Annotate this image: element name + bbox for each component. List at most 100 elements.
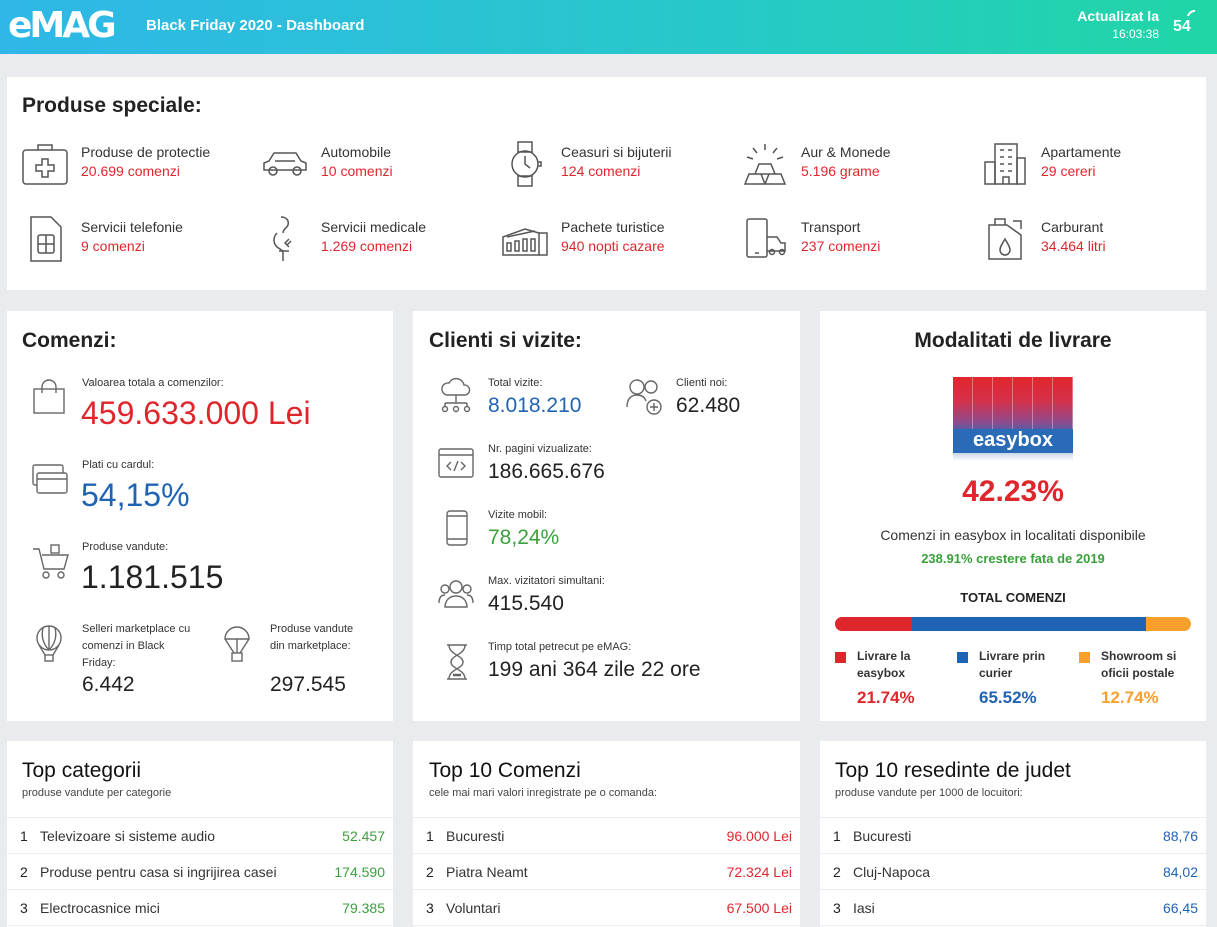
table-row[interactable]: 2 Produse pentru casa si ingrijirea casei… bbox=[7, 854, 393, 890]
special-item-transport[interactable]: Transport 237 comenzi bbox=[741, 215, 971, 265]
special-item-automobile[interactable]: Automobile 10 comenzi bbox=[261, 140, 491, 190]
updated-time: 16:03:38 bbox=[1112, 27, 1159, 41]
row-index: 2 bbox=[833, 864, 841, 880]
refresh-counter: 54 bbox=[1169, 8, 1205, 46]
special-item-name: Servicii medicale bbox=[321, 219, 427, 235]
table-row[interactable]: 3 Iasi 66,45 bbox=[820, 890, 1206, 926]
row-value: 96.000 Lei bbox=[726, 828, 792, 844]
legend-courier-swatch bbox=[957, 652, 968, 663]
total-visits-value: 8.018.210 bbox=[488, 394, 582, 417]
table-row[interactable]: 3 Electrocasnice mici 79.385 bbox=[7, 890, 393, 926]
time-spent-label: Timp total petrecut pe eMAG: bbox=[488, 641, 632, 653]
special-item-value: 29 cereri bbox=[1041, 163, 1096, 179]
shopping-cart-icon bbox=[33, 544, 69, 579]
special-item-turistice[interactable]: Pachete turistice 940 nopti cazare bbox=[501, 215, 731, 265]
total-visits-label: Total vizite: bbox=[488, 377, 543, 389]
special-item-carburant[interactable]: Carburant 34.464 litri bbox=[981, 215, 1211, 265]
top-orders-title: Top 10 Comenzi bbox=[429, 759, 581, 782]
emag-logo[interactable]: eMAG bbox=[8, 5, 117, 46]
row-name: Bucuresti bbox=[446, 828, 505, 844]
special-item-value: 10 comenzi bbox=[321, 163, 393, 179]
delivery-share-bar bbox=[835, 617, 1191, 631]
browser-code-icon bbox=[438, 448, 474, 478]
marketplace-products-value: 297.545 bbox=[270, 673, 346, 696]
special-item-name: Apartamente bbox=[1041, 144, 1122, 160]
special-item-value: 124 comenzi bbox=[561, 163, 641, 179]
sim-card-icon bbox=[30, 216, 62, 262]
card-payments-value: 54,15% bbox=[81, 477, 190, 513]
header-bar: eMAG Black Friday 2020 - Dashboard Actua… bbox=[0, 0, 1217, 54]
watch-icon bbox=[511, 141, 542, 187]
special-item-protectie[interactable]: Produse de protectie 20.699 comenzi bbox=[21, 140, 251, 190]
top-categories-title: Top categorii bbox=[22, 759, 142, 782]
hot-air-balloon-icon bbox=[36, 625, 62, 662]
delivery-share-segment-2 bbox=[1145, 617, 1191, 631]
table-row[interactable]: 1 Bucuresti 88,76 bbox=[820, 818, 1206, 854]
delivery-share-segment-1 bbox=[912, 617, 1146, 631]
row-value: 67.500 Lei bbox=[726, 900, 792, 916]
table-row[interactable]: 1 Bucuresti 96.000 Lei bbox=[413, 818, 800, 854]
special-item-value: 5.196 grame bbox=[801, 163, 880, 179]
special-item-value: 34.464 litri bbox=[1041, 238, 1106, 254]
row-name: Televizoare si sisteme audio bbox=[40, 828, 216, 844]
table-row[interactable]: 3 Voluntari 67.500 Lei bbox=[413, 890, 800, 926]
row-index: 1 bbox=[833, 828, 841, 844]
row-name: Cluj-Napoca bbox=[853, 864, 931, 880]
table-row[interactable]: 1 Televizoare si sisteme audio 52.457 bbox=[7, 818, 393, 854]
new-clients-label: Clienti noi: bbox=[676, 377, 728, 389]
special-item-aur[interactable]: Aur & Monede 5.196 grame bbox=[741, 140, 971, 190]
easybox-percentage: 42.23% bbox=[962, 475, 1064, 508]
pages-viewed-label: Nr. pagini vizualizate: bbox=[488, 443, 592, 455]
marketplace-products-label: Produse vandute din marketplace: bbox=[270, 623, 354, 652]
special-item-apartamente[interactable]: Apartamente 29 cereri bbox=[981, 140, 1211, 190]
row-index: 3 bbox=[20, 900, 28, 916]
legend-easybox-value: 21.74% bbox=[857, 688, 915, 707]
row-index: 3 bbox=[833, 900, 841, 916]
time-spent-value: 199 ani 364 zile 22 ore bbox=[488, 658, 701, 681]
top-orders-list: 1 Bucuresti 96.000 Lei 2 Piatra Neamt 72.324… bbox=[413, 817, 800, 926]
card-payments-label: Plati cu cardul: bbox=[82, 459, 155, 471]
legend-courier-label: Livrare prin curier bbox=[979, 649, 1046, 680]
medical-icon bbox=[273, 216, 292, 261]
total-orders-label: TOTAL COMENZI bbox=[960, 590, 1066, 605]
users-group-icon bbox=[438, 580, 474, 608]
row-value: 52.457 bbox=[342, 828, 385, 844]
row-name: Iasi bbox=[853, 900, 875, 916]
max-visitors-value: 415.540 bbox=[488, 592, 564, 615]
easybox-logo-text: easybox bbox=[972, 429, 1054, 451]
dashboard-title: Black Friday 2020 - Dashboard bbox=[146, 17, 365, 34]
fuel-can-icon bbox=[988, 218, 1022, 260]
table-row[interactable]: 2 Piatra Neamt 72.324 Lei bbox=[413, 854, 800, 890]
row-value: 88,76 bbox=[1162, 828, 1198, 844]
table-row[interactable]: 2 Cluj-Napoca 84,02 bbox=[820, 854, 1206, 890]
parachute-box-icon bbox=[224, 626, 250, 662]
legend-easybox-label: Livrare la easybox bbox=[857, 649, 911, 680]
legend-showroom-swatch bbox=[1079, 652, 1090, 663]
special-item-telefonie[interactable]: Servicii telefonie 9 comenzi bbox=[21, 215, 251, 265]
products-sold-label: Produse vandute: bbox=[82, 541, 169, 553]
row-index: 3 bbox=[426, 900, 434, 916]
legend-courier-value: 65.52% bbox=[979, 688, 1037, 707]
row-name: Voluntari bbox=[446, 900, 501, 916]
row-value: 66,45 bbox=[1162, 900, 1198, 916]
row-name: Piatra Neamt bbox=[446, 864, 528, 880]
special-item-name: Automobile bbox=[321, 144, 392, 160]
products-sold-value: 1.181.515 bbox=[81, 559, 224, 595]
row-value: 84,02 bbox=[1162, 864, 1198, 880]
row-name: Produse pentru casa si ingrijirea casei bbox=[40, 864, 277, 880]
phone-car-icon bbox=[746, 218, 786, 258]
hourglass-icon bbox=[447, 644, 467, 680]
legend-showroom-label: Showroom si oficii postale bbox=[1101, 649, 1177, 680]
top-categories-list: 1 Televizoare si sisteme audio 52.457 2 Pro… bbox=[7, 817, 393, 926]
special-item-name: Transport bbox=[801, 219, 861, 235]
special-item-name: Aur & Monede bbox=[801, 144, 891, 160]
special-item-ceasuri[interactable]: Ceasuri si bijuterii 124 comenzi bbox=[501, 140, 731, 190]
shopping-bag-icon bbox=[33, 379, 65, 414]
orders-title: Comenzi: bbox=[22, 329, 117, 352]
top-orders-card: Top 10 Comenzi cele mai mari valori inre… bbox=[413, 741, 800, 927]
delivery-card: Modalitati de livrare easybox 42.23% Com… bbox=[820, 311, 1206, 721]
top-categories-subtitle: produse vandute per categorie bbox=[22, 787, 172, 799]
special-item-medicale[interactable]: Servicii medicale 1.269 comenzi bbox=[261, 215, 491, 265]
special-item-value: 237 comenzi bbox=[801, 238, 881, 254]
clients-card: Clienti si vizite: Total vizite: 8.018.2… bbox=[413, 311, 800, 721]
